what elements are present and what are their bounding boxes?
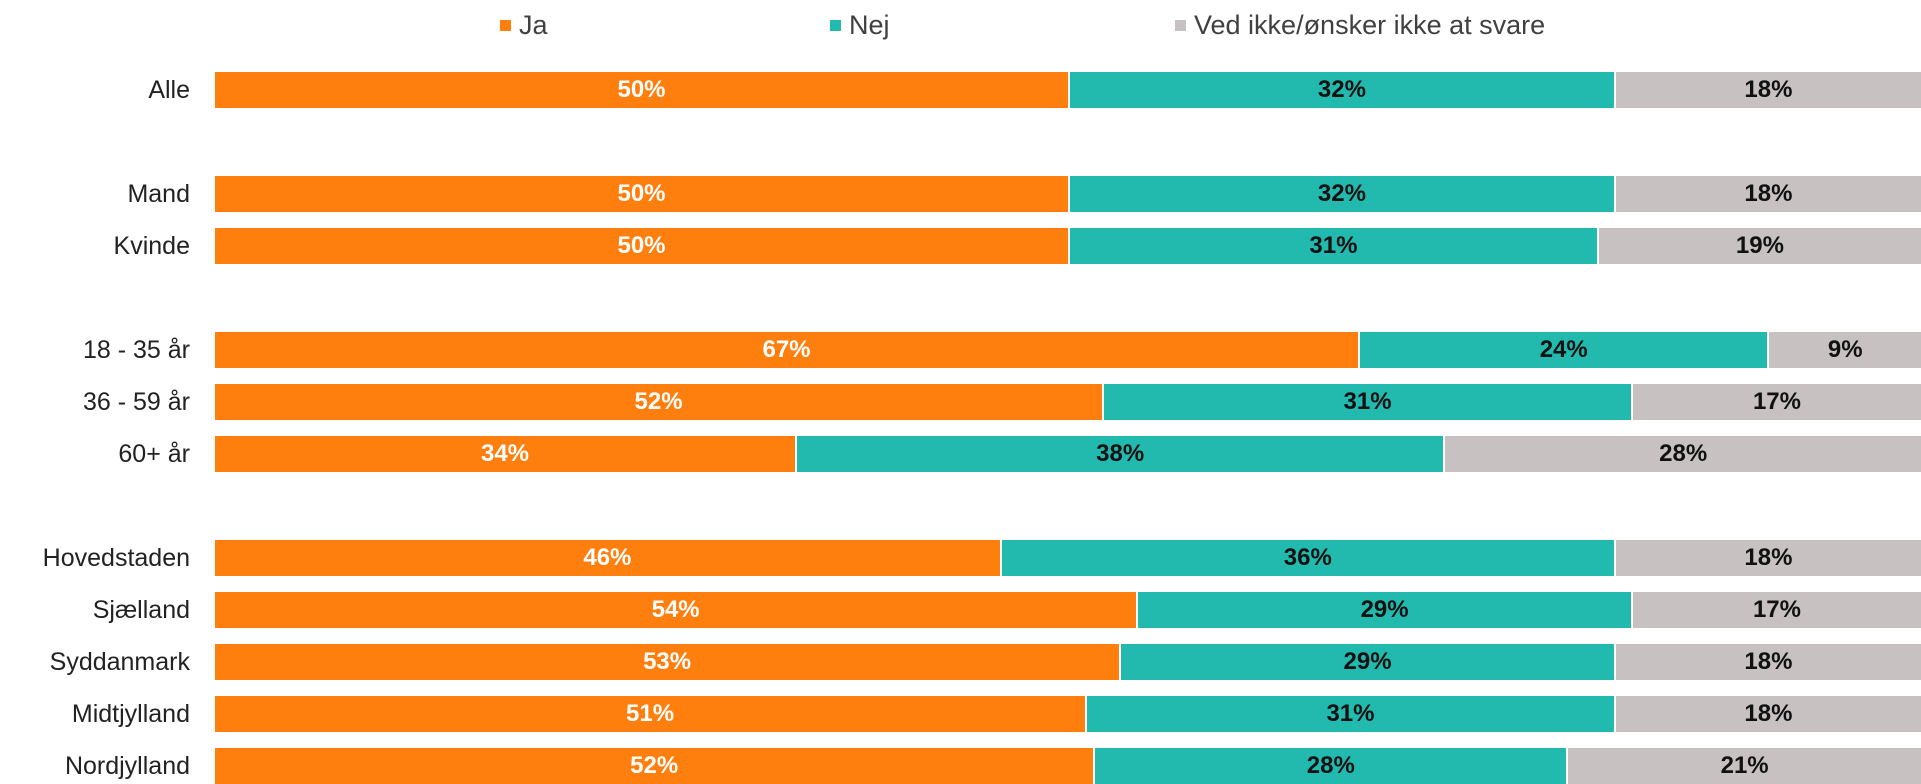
bar-segment-ved-ikke: 28%	[1443, 436, 1921, 472]
category-label: Nordjylland	[64, 752, 190, 780]
stacked-bar: 50% 32% 18%	[215, 176, 1921, 212]
data-label: 31%	[1326, 700, 1375, 727]
data-label: 53%	[643, 648, 692, 675]
category-label: 18 - 35 år	[82, 336, 190, 364]
category-label: Syddanmark	[49, 648, 190, 676]
stacked-bar: 52% 28% 21%	[215, 748, 1921, 784]
category-label: Mand	[127, 180, 190, 208]
data-label: 34%	[480, 440, 530, 467]
bar-segment-ja: 50%	[215, 228, 1068, 264]
data-label: 28%	[1306, 752, 1355, 779]
data-label: 9%	[1827, 336, 1863, 363]
bar-segment-ved-ikke: 21%	[1566, 748, 1921, 784]
data-label: 52%	[634, 388, 683, 415]
data-label: 54%	[651, 596, 700, 623]
category-label: Sjælland	[92, 596, 190, 624]
legend-item-2: Nej	[830, 8, 890, 42]
bar-segment-ja: 46%	[215, 540, 1000, 576]
stacked-bar: 53% 29% 18%	[215, 644, 1921, 680]
bar-segment-nej: 32%	[1068, 72, 1614, 108]
category-label: 60+ år	[118, 440, 190, 468]
data-label: 50%	[617, 180, 666, 207]
category-label: Hovedstaden	[42, 544, 190, 572]
data-label: 18%	[1744, 180, 1793, 207]
legend-item-1: Ja	[500, 8, 548, 42]
bar-segment-ved-ikke: 19%	[1596, 228, 1921, 264]
bar-segment-nej: 31%	[1102, 384, 1631, 420]
legend-label: Ja	[519, 9, 548, 40]
bar-segment-ved-ikke: 9%	[1767, 332, 1921, 368]
data-label: 18%	[1744, 648, 1793, 675]
stacked-bar: 51% 31% 18%	[215, 696, 1921, 732]
legend-swatch	[500, 19, 511, 31]
data-label: 32%	[1317, 76, 1366, 103]
stacked-bar: 67% 24% 9%	[215, 332, 1921, 368]
data-label: 17%	[1752, 388, 1801, 415]
bar-segment-ja: 34%	[215, 436, 796, 472]
bar-segment-nej: 31%	[1085, 696, 1614, 732]
bar-segment-ja: 52%	[215, 384, 1103, 420]
data-label: 31%	[1343, 388, 1392, 415]
stacked-bar: 52% 31% 17%	[215, 384, 1921, 420]
legend-label: Ved ikke/ønsker ikke at svare	[1194, 9, 1546, 40]
data-label: 18%	[1744, 700, 1793, 727]
data-label: 21%	[1720, 752, 1769, 779]
bar-segment-ved-ikke: 18%	[1613, 176, 1921, 212]
bar-segment-ved-ikke: 18%	[1613, 644, 1921, 680]
bar-segment-nej: 32%	[1068, 176, 1614, 212]
stacked-bar: 50% 32% 18%	[215, 72, 1921, 108]
stacked-bar: 46% 36% 18%	[215, 540, 1921, 576]
stacked-bar: 34% 38% 28%	[215, 436, 1921, 472]
bar-segment-ved-ikke: 18%	[1613, 696, 1921, 732]
legend-swatch	[830, 19, 841, 31]
bar-segment-ja: 67%	[215, 332, 1359, 368]
bar-segment-ja: 54%	[215, 592, 1137, 628]
legend-label: Nej	[849, 9, 890, 40]
category-label: 36 - 59 år	[82, 388, 190, 416]
data-label: 18%	[1744, 544, 1793, 571]
category-label: Kvinde	[113, 232, 190, 260]
legend-swatch	[1175, 19, 1186, 31]
data-label: 36%	[1283, 544, 1332, 571]
bar-segment-nej: 29%	[1119, 644, 1614, 680]
data-label: 18%	[1744, 76, 1793, 103]
bar-segment-ja: 50%	[215, 72, 1068, 108]
category-label: Midtjylland	[71, 700, 190, 728]
bar-segment-ved-ikke: 18%	[1613, 540, 1921, 576]
data-label: 29%	[1343, 648, 1392, 675]
bar-segment-nej: 36%	[999, 540, 1614, 576]
stacked-bar: 54% 29% 17%	[215, 592, 1921, 628]
bar-segment-nej: 24%	[1358, 332, 1768, 368]
bar-segment-nej: 28%	[1093, 748, 1567, 784]
bar-segment-nej: 31%	[1068, 228, 1597, 264]
bar-segment-ved-ikke: 18%	[1613, 72, 1921, 108]
bar-segment-ja: 53%	[215, 644, 1120, 680]
bar-segment-ja: 52%	[215, 748, 1094, 784]
bar-segment-ja: 51%	[215, 696, 1086, 732]
bar-segment-ved-ikke: 17%	[1630, 384, 1921, 420]
data-label: 52%	[630, 752, 679, 779]
data-label: 46%	[583, 544, 632, 571]
data-label: 31%	[1309, 232, 1358, 259]
data-label: 51%	[626, 700, 675, 727]
bar-segment-ja: 50%	[215, 176, 1068, 212]
legend-item-3: Ved ikke/ønsker ikke at svare	[1175, 8, 1545, 42]
data-label: 50%	[617, 232, 666, 259]
data-label: 17%	[1752, 596, 1801, 623]
data-label: 32%	[1317, 180, 1366, 207]
data-label: 19%	[1735, 232, 1784, 259]
stacked-bar: 50% 31% 19%	[215, 228, 1921, 264]
bar-segment-ved-ikke: 17%	[1630, 592, 1921, 628]
bar-segment-nej: 29%	[1136, 592, 1631, 628]
category-label: Alle	[148, 76, 190, 104]
data-label: 38%	[1096, 440, 1145, 467]
data-label: 67%	[762, 336, 811, 363]
data-label: 29%	[1360, 596, 1409, 623]
bar-segment-nej: 38%	[795, 436, 1444, 472]
data-label: 24%	[1539, 336, 1588, 363]
data-label: 50%	[617, 76, 666, 103]
data-label: 28%	[1659, 440, 1708, 467]
